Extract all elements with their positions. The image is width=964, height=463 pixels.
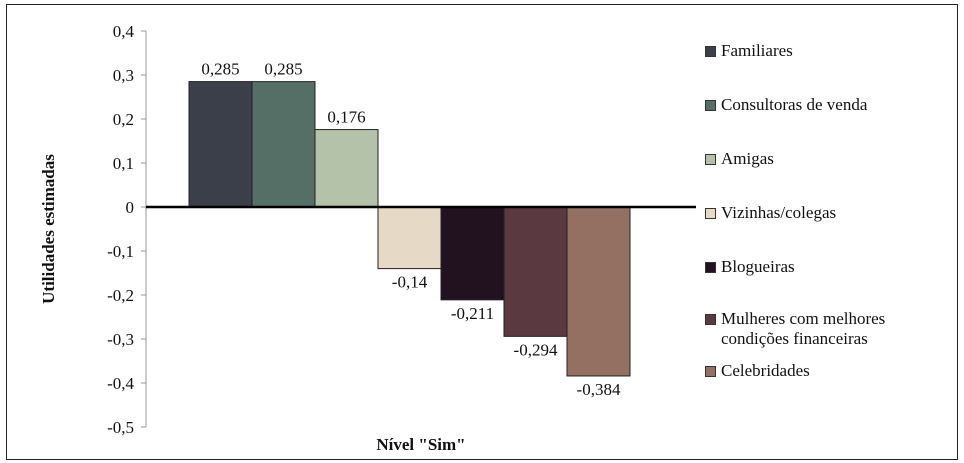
legend-item-3: Amigas <box>705 149 941 169</box>
bar-7 <box>566 206 631 377</box>
legend-item-2: Consultoras de venda <box>705 95 941 115</box>
y-tick-label: 0,3 <box>113 66 134 85</box>
y-axis: 0,4 0,3 0,2 0,1 0 -0,1 -0,2 -0,3 -0,4 -0,5 <box>107 22 147 437</box>
data-labels: 0,285 0,285 0,176 -0,14 -0,211 -0,294 -0,384 <box>201 60 621 399</box>
chart-frame: 0,4 0,3 0,2 0,1 0 -0,1 -0,2 -0,3 -0,4 -0,5 0,285 0… <box>6 4 958 460</box>
legend-label: Familiares <box>721 41 793 60</box>
y-tick-label: 0 <box>126 198 135 217</box>
data-label-5: -0,211 <box>451 304 494 323</box>
bar-3 <box>314 129 379 208</box>
y-tick-label: 0,1 <box>113 154 134 173</box>
y-tick-label: -0,4 <box>107 374 134 393</box>
bar-1 <box>188 81 253 208</box>
y-tick-label: -0,1 <box>107 242 134 261</box>
bar-4 <box>377 206 442 270</box>
data-label-4: -0,14 <box>392 273 428 292</box>
bar-chart: 0,40,30,20,10-0,1-0,2-0,3-0,4-0,5 0,285 0… <box>39 22 696 454</box>
y-tick-label: -0,2 <box>107 286 134 305</box>
data-label-6: -0,294 <box>514 340 558 359</box>
legend-label: Blogueiras <box>721 257 795 276</box>
legend-swatch <box>705 154 716 165</box>
legend-swatch <box>705 208 716 219</box>
legend-label: Consultoras de venda <box>721 95 868 114</box>
legend-item-7: Celebridades <box>705 361 941 381</box>
legend-swatch <box>705 100 716 111</box>
legend-item-6: Mulheres com melhores condições financei… <box>705 309 941 349</box>
bar-6 <box>503 206 568 337</box>
data-label-2: 0,285 <box>264 60 302 79</box>
legend-swatch <box>705 46 716 57</box>
bar-2 <box>251 81 316 208</box>
legend-item-4: Vizinhas/colegas <box>705 203 941 223</box>
legend-label: Vizinhas/colegas <box>721 203 837 222</box>
y-tick-label: 0,2 <box>113 110 134 129</box>
data-label-7: -0,384 <box>577 380 621 399</box>
legend-label: Mulheres com melhores condições financei… <box>721 309 886 348</box>
legend-item-1: Familiares <box>705 41 941 61</box>
legend-label: Celebridades <box>721 361 810 380</box>
y-tick-label: 0,4 <box>113 22 135 41</box>
x-axis-title: Nível "Sim" <box>376 435 465 454</box>
y-tick-label: -0,5 <box>107 418 134 437</box>
y-tick-label: -0,3 <box>107 330 134 349</box>
legend-swatch <box>705 314 716 325</box>
bar-5 <box>440 206 505 301</box>
bars <box>188 81 631 377</box>
legend-label: Amigas <box>721 149 774 168</box>
legend-swatch <box>705 262 716 273</box>
legend-swatch <box>705 366 716 377</box>
data-label-3: 0,176 <box>327 108 365 127</box>
y-axis-title: Utilidades estimadas <box>39 154 58 304</box>
data-label-1: 0,285 <box>201 60 239 79</box>
legend-item-5: Blogueiras <box>705 257 941 277</box>
